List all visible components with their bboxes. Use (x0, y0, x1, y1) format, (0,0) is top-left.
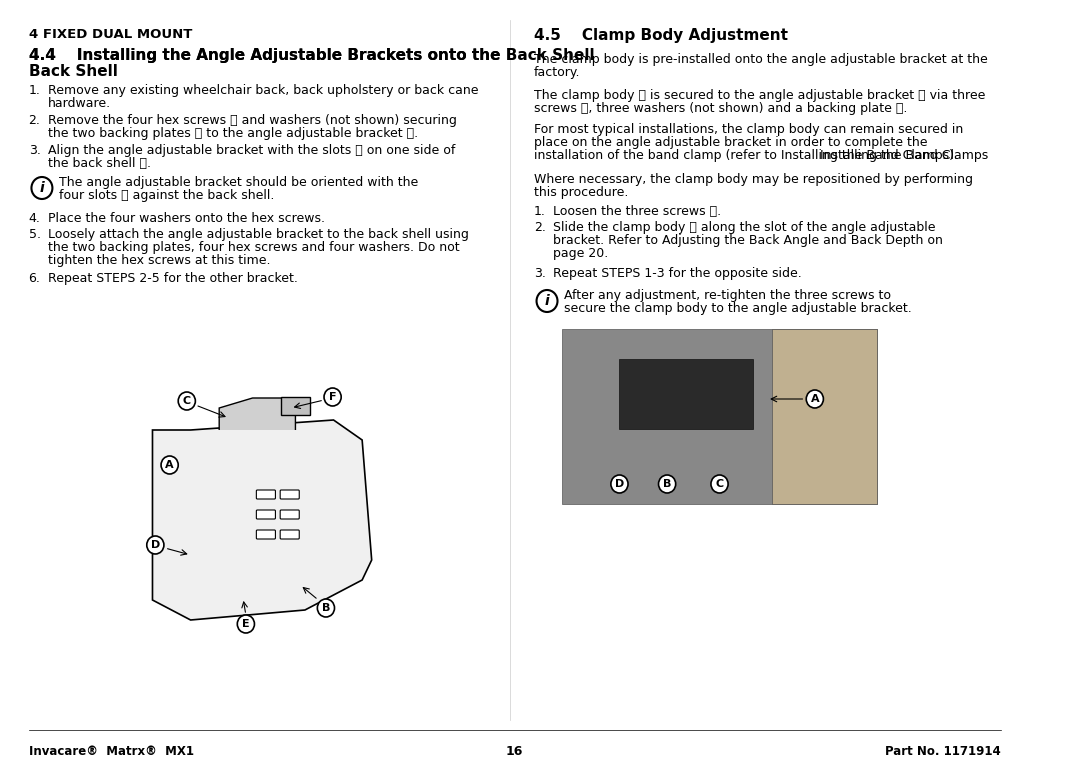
FancyBboxPatch shape (280, 490, 299, 499)
Text: A: A (165, 460, 174, 470)
Text: the two backing plates Ⓑ to the angle adjustable bracket Ⓒ.: the two backing plates Ⓑ to the angle ad… (48, 127, 418, 140)
Text: hardware.: hardware. (48, 97, 111, 110)
Text: 3.: 3. (534, 267, 545, 280)
Text: 2.: 2. (534, 221, 545, 234)
Text: Back Shell: Back Shell (28, 64, 118, 79)
Text: D: D (615, 479, 624, 489)
FancyBboxPatch shape (281, 397, 310, 415)
FancyBboxPatch shape (772, 329, 877, 504)
Text: Invacare®  Matrx®  MX1: Invacare® Matrx® MX1 (28, 745, 193, 758)
FancyBboxPatch shape (280, 530, 299, 539)
Text: the back shell Ⓔ.: the back shell Ⓔ. (48, 157, 150, 170)
PathPatch shape (219, 398, 296, 430)
Circle shape (147, 536, 164, 554)
Text: i: i (40, 181, 44, 195)
FancyBboxPatch shape (256, 490, 275, 499)
Text: Where necessary, the clamp body may be repositioned by performing: Where necessary, the clamp body may be r… (534, 173, 973, 186)
Text: Repeat STEPS 2-5 for the other bracket.: Repeat STEPS 2-5 for the other bracket. (48, 272, 297, 285)
Text: Align the angle adjustable bracket with the slots Ⓓ on one side of: Align the angle adjustable bracket with … (48, 144, 455, 157)
Text: 4 FIXED DUAL MOUNT: 4 FIXED DUAL MOUNT (28, 28, 192, 41)
Circle shape (659, 475, 676, 493)
Text: For most typical installations, the clamp body can remain secured in: For most typical installations, the clam… (534, 123, 963, 136)
Text: page 20.: page 20. (553, 247, 608, 260)
Text: Loosely attach the angle adjustable bracket to the back shell using: Loosely attach the angle adjustable brac… (48, 228, 469, 241)
Text: Repeat STEPS 1-3 for the opposite side.: Repeat STEPS 1-3 for the opposite side. (553, 267, 801, 280)
Text: E: E (242, 619, 249, 629)
Text: bracket. Refer to Adjusting the Back Angle and Back Depth on: bracket. Refer to Adjusting the Back Ang… (553, 234, 943, 247)
Text: The angle adjustable bracket should be oriented with the: The angle adjustable bracket should be o… (59, 176, 418, 189)
FancyBboxPatch shape (620, 359, 753, 429)
FancyBboxPatch shape (256, 510, 275, 519)
Text: 1.: 1. (28, 84, 40, 97)
Text: F: F (328, 392, 336, 402)
Circle shape (324, 388, 341, 406)
Circle shape (318, 599, 335, 617)
Text: Remove any existing wheelchair back, back upholstery or back cane: Remove any existing wheelchair back, bac… (48, 84, 478, 97)
Text: C: C (183, 396, 191, 406)
FancyBboxPatch shape (256, 530, 275, 539)
Text: factory.: factory. (534, 66, 580, 79)
Text: The clamp body is pre-installed onto the angle adjustable bracket at the: The clamp body is pre-installed onto the… (534, 53, 987, 66)
Text: The clamp body Ⓒ is secured to the angle adjustable bracket Ⓓ via three: The clamp body Ⓒ is secured to the angle… (534, 89, 985, 102)
FancyBboxPatch shape (563, 329, 877, 504)
Text: 6.: 6. (28, 272, 40, 285)
Text: 4.4    Installing the Angle Adjustable Brackets onto the: 4.4 Installing the Angle Adjustable Brac… (28, 48, 500, 63)
Text: 4.4    Installing the Angle Adjustable Brackets onto the Back Shell: 4.4 Installing the Angle Adjustable Brac… (28, 48, 594, 63)
Text: 3.: 3. (28, 144, 40, 157)
Text: the two backing plates, four hex screws and four washers. Do not: the two backing plates, four hex screws … (48, 241, 459, 254)
Text: 4.5    Clamp Body Adjustment: 4.5 Clamp Body Adjustment (534, 28, 787, 43)
Text: i: i (544, 294, 550, 308)
Text: After any adjustment, re-tighten the three screws to: After any adjustment, re-tighten the thr… (564, 289, 891, 302)
Text: 1.: 1. (534, 205, 545, 218)
Circle shape (711, 475, 728, 493)
Text: D: D (151, 540, 160, 550)
Circle shape (807, 390, 823, 408)
Text: B: B (663, 479, 672, 489)
Circle shape (238, 615, 255, 633)
Text: 2.: 2. (28, 114, 40, 127)
Text: C: C (715, 479, 724, 489)
Text: Remove the four hex screws Ⓐ and washers (not shown) securing: Remove the four hex screws Ⓐ and washers… (48, 114, 457, 127)
Text: secure the clamp body to the angle adjustable bracket.: secure the clamp body to the angle adjus… (564, 302, 912, 315)
Text: Loosen the three screws Ⓐ.: Loosen the three screws Ⓐ. (553, 205, 720, 218)
Circle shape (611, 475, 629, 493)
Text: A: A (810, 394, 819, 404)
Text: tighten the hex screws at this time.: tighten the hex screws at this time. (48, 254, 270, 267)
Text: B: B (322, 603, 330, 613)
Text: 4.: 4. (28, 212, 40, 225)
Text: Place the four washers onto the hex screws.: Place the four washers onto the hex scre… (48, 212, 325, 225)
Text: screws Ⓐ, three washers (not shown) and a backing plate Ⓑ.: screws Ⓐ, three washers (not shown) and … (534, 102, 907, 115)
Circle shape (161, 456, 178, 474)
Text: 5.: 5. (28, 228, 41, 241)
Text: this procedure.: this procedure. (534, 186, 629, 199)
Text: four slots Ⓕ against the back shell.: four slots Ⓕ against the back shell. (59, 189, 274, 202)
Text: place on the angle adjustable bracket in order to complete the: place on the angle adjustable bracket in… (534, 136, 928, 149)
FancyBboxPatch shape (280, 510, 299, 519)
Circle shape (178, 392, 195, 410)
Text: installation of the band clamp (refer to Installing the Band Clamps).: installation of the band clamp (refer to… (534, 149, 958, 162)
PathPatch shape (152, 420, 372, 620)
Text: Slide the clamp body Ⓒ along the slot of the angle adjustable: Slide the clamp body Ⓒ along the slot of… (553, 221, 935, 234)
Text: 16: 16 (505, 745, 524, 758)
Text: Part No. 1171914: Part No. 1171914 (885, 745, 1001, 758)
Text: Installing the Band Clamps: Installing the Band Clamps (820, 149, 988, 162)
